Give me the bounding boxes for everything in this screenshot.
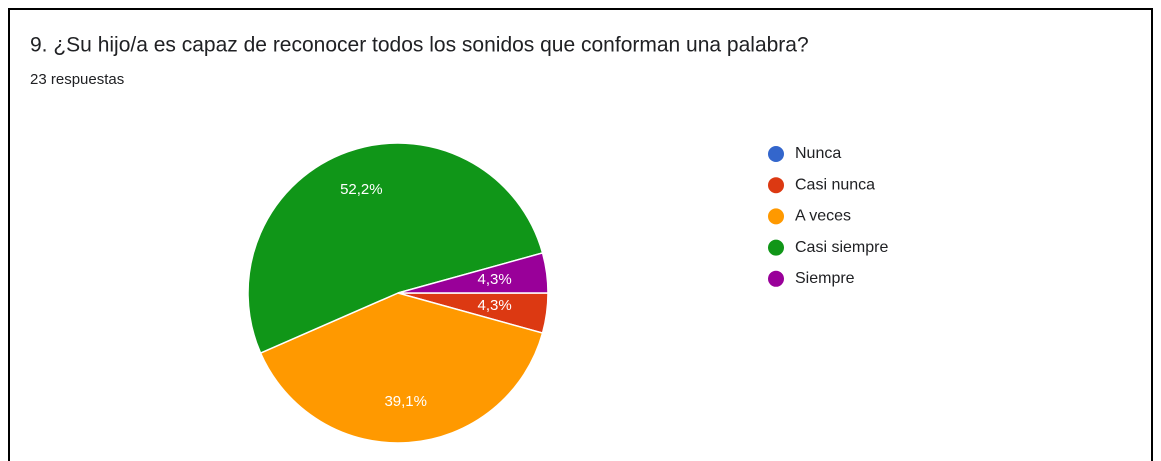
data-label: 52,2% <box>340 181 383 198</box>
pie-slice <box>259 292 544 444</box>
pie-slice <box>247 142 544 355</box>
frame <box>8 8 1153 461</box>
legend: Nunca Casi nunca A veces Casi siempre Siempr… <box>768 145 888 287</box>
legend-swatch <box>768 270 784 287</box>
chart-subtitle: 23 respuestas <box>30 71 124 88</box>
legend-label: Casi siempre <box>795 239 888 256</box>
legend-swatch <box>768 239 784 256</box>
legend-label: Casi nunca <box>795 176 875 193</box>
pie: 4,3% 39,1% 52,2% 4,3% <box>247 142 549 444</box>
data-label: 4,3% <box>478 297 512 314</box>
legend-label: Siempre <box>795 270 855 287</box>
legend-label: A veces <box>795 208 851 225</box>
pie-slice <box>397 252 549 294</box>
legend-swatch <box>768 146 784 162</box>
data-label: 39,1% <box>384 393 427 410</box>
data-label: 4,3% <box>478 271 512 288</box>
legend-label: Nunca <box>795 145 841 162</box>
chart-title: 9. ¿Su hijo/a es capaz de reconocer todo… <box>30 34 809 57</box>
legend-swatch <box>768 208 784 225</box>
legend-swatch <box>768 177 784 194</box>
